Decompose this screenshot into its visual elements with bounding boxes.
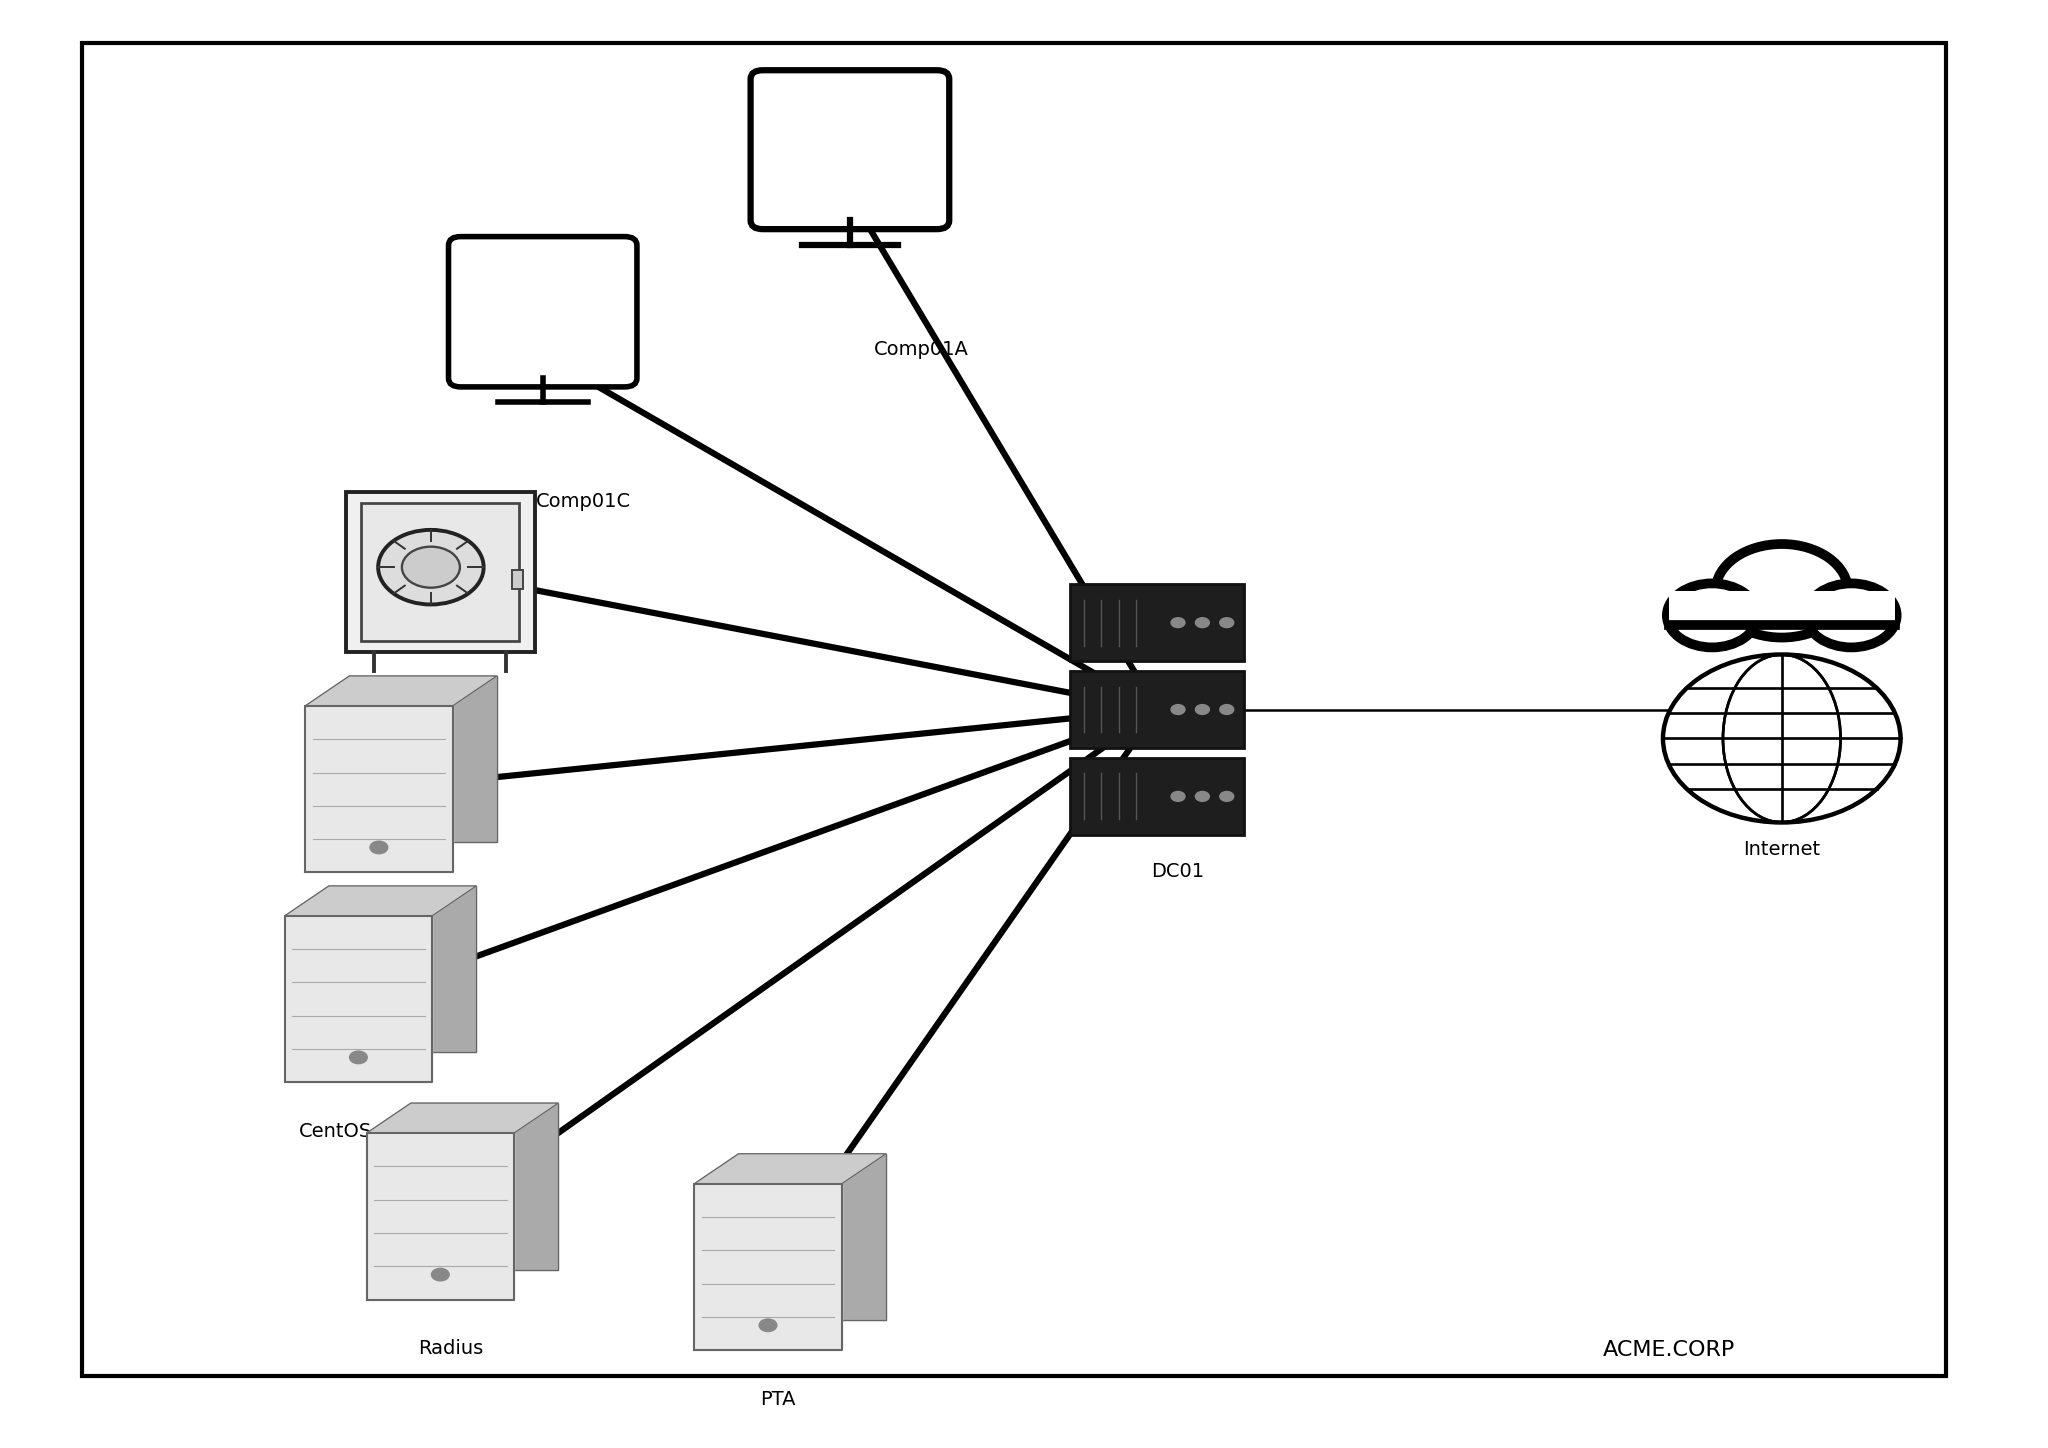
Text: Vault: Vault xyxy=(406,681,455,699)
FancyBboxPatch shape xyxy=(1069,672,1243,747)
Polygon shape xyxy=(694,1184,842,1350)
Circle shape xyxy=(1806,584,1896,647)
Circle shape xyxy=(350,1051,367,1064)
Text: Radius: Radius xyxy=(418,1339,483,1358)
Circle shape xyxy=(1196,792,1208,801)
FancyBboxPatch shape xyxy=(360,502,520,641)
Text: DC01: DC01 xyxy=(1151,862,1204,880)
FancyBboxPatch shape xyxy=(449,236,637,387)
Polygon shape xyxy=(305,705,453,872)
Polygon shape xyxy=(330,886,477,1053)
Text: PTA: PTA xyxy=(760,1390,797,1409)
Text: Internet: Internet xyxy=(1743,840,1821,859)
FancyBboxPatch shape xyxy=(1069,759,1243,834)
Circle shape xyxy=(1171,705,1186,714)
Polygon shape xyxy=(367,1132,514,1300)
Circle shape xyxy=(432,1268,449,1281)
FancyBboxPatch shape xyxy=(1069,585,1243,660)
Circle shape xyxy=(1196,618,1208,627)
FancyBboxPatch shape xyxy=(750,71,950,229)
Circle shape xyxy=(1196,705,1208,714)
FancyBboxPatch shape xyxy=(346,492,535,652)
Circle shape xyxy=(1171,618,1186,627)
Polygon shape xyxy=(305,676,498,705)
Polygon shape xyxy=(694,1154,887,1184)
Circle shape xyxy=(1221,792,1233,801)
Circle shape xyxy=(1667,584,1757,647)
Circle shape xyxy=(379,530,483,604)
Circle shape xyxy=(1663,654,1901,822)
FancyBboxPatch shape xyxy=(512,571,522,589)
Polygon shape xyxy=(412,1103,559,1270)
Circle shape xyxy=(1221,705,1233,714)
Text: Comp01A: Comp01A xyxy=(874,340,969,359)
FancyBboxPatch shape xyxy=(1669,591,1894,628)
Text: PSM for SSH: PSM for SSH xyxy=(330,912,449,931)
Text: CentOS-target: CentOS-target xyxy=(299,1122,438,1141)
Circle shape xyxy=(1716,544,1847,637)
Circle shape xyxy=(760,1319,776,1332)
Text: Comp01C: Comp01C xyxy=(537,492,631,511)
Circle shape xyxy=(401,547,461,588)
Circle shape xyxy=(371,841,387,854)
Polygon shape xyxy=(739,1154,887,1321)
Polygon shape xyxy=(285,886,477,917)
Circle shape xyxy=(1171,792,1186,801)
Polygon shape xyxy=(367,1103,559,1132)
Circle shape xyxy=(1221,618,1233,627)
Text: ACME.CORP: ACME.CORP xyxy=(1604,1339,1735,1360)
Polygon shape xyxy=(285,917,432,1083)
Polygon shape xyxy=(350,676,498,843)
